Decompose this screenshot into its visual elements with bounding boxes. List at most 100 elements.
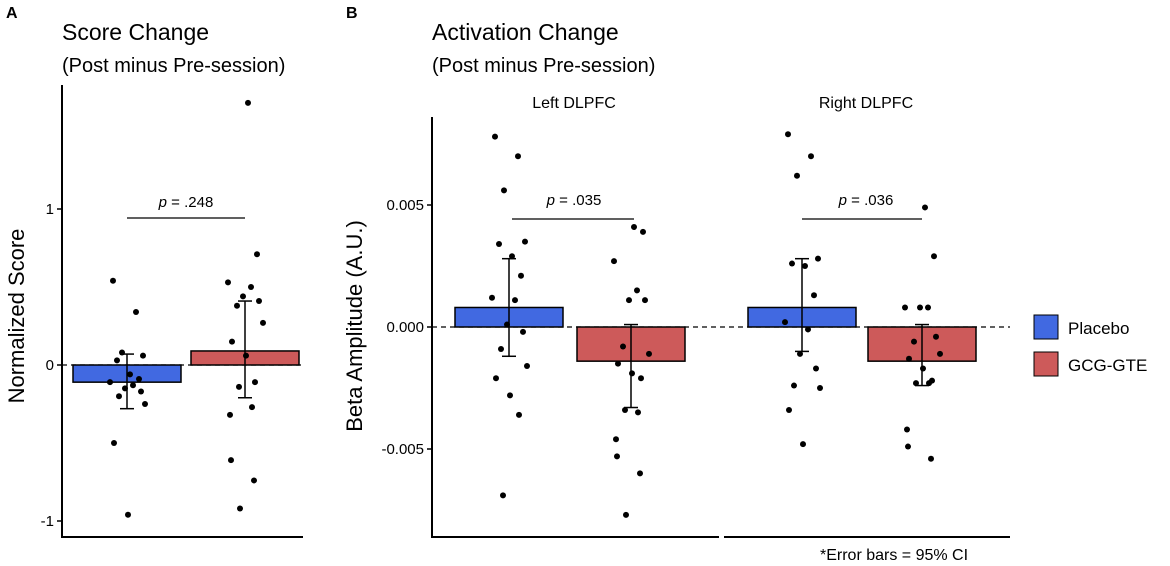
- panel-b-right-data-point: [917, 304, 923, 311]
- panel-b-left-data-point: [615, 360, 621, 367]
- panel-b-right-data-point: [913, 380, 919, 387]
- panel-a-letter: A: [6, 5, 18, 22]
- panel-b-right-data-point: [920, 365, 926, 372]
- panel-a-data-point: [256, 298, 262, 305]
- panel-b-left-data-point: [623, 511, 629, 518]
- panel-b-left-data-point: [509, 253, 515, 260]
- panel-b-right-data-point: [931, 253, 937, 260]
- panel-b-right-data-point: [794, 172, 800, 179]
- panel-a-subtitle: (Post minus Pre-session): [62, 55, 285, 77]
- legend-swatch-placebo: [1033, 314, 1059, 340]
- panel-b-left-data-point: [635, 409, 641, 416]
- panel-a-data-point: [114, 357, 120, 364]
- panel-b-left-data-point: [637, 470, 643, 477]
- panel-b-left-data-point: [614, 453, 620, 460]
- panel-a-p-annotation: p = .248: [158, 194, 214, 211]
- panel-a-data-point: [142, 401, 148, 407]
- panel-b-left-data-point: [489, 294, 495, 301]
- panel-b-left-data-point: [634, 287, 640, 294]
- panel-b-right-data-point: [928, 455, 934, 462]
- error-bar-footnote: *Error bars = 95% CI: [820, 547, 968, 564]
- panel-b-left-data-point: [518, 272, 524, 279]
- panel-b-right-data-point: [785, 131, 791, 138]
- panel-b-left-data-point: [642, 297, 648, 304]
- panel-b-right-data-point: [815, 255, 821, 262]
- panel-a-data-point: [243, 352, 249, 359]
- panel-b-right-data-point: [933, 333, 939, 340]
- legend-label-gcg-gte: GCG-GTE: [1068, 356, 1147, 375]
- panel-b-left-data-point: [492, 133, 498, 140]
- panel-a-data-point: [237, 505, 243, 512]
- panel-a-data-point: [138, 388, 144, 395]
- panel-b-right-data-point: [904, 426, 910, 433]
- panel-b-left-data-point: [626, 297, 632, 304]
- panel-b-left-data-point: [613, 436, 619, 443]
- panel-b-left-data-point: [516, 411, 522, 418]
- panel-b-y-tick-label: 0.000: [386, 319, 424, 336]
- panel-b-left-p-annotation: p = .035: [546, 192, 602, 209]
- panel-a-data-point: [125, 511, 131, 518]
- panel-b-right-data-point: [922, 204, 928, 211]
- panel-a-data-point: [122, 385, 128, 392]
- panel-a-y-tick-label: 1: [46, 201, 54, 218]
- panel-a-data-point: [229, 338, 235, 345]
- panel-b-y-tick-label: -0.005: [381, 441, 424, 458]
- panel-a-data-point: [119, 349, 125, 356]
- legend-swatch-gcg-gte: [1033, 351, 1059, 377]
- panel-a-data-point: [234, 302, 240, 309]
- panel-a-data-point: [140, 352, 146, 359]
- panel-b-left-data-point: [512, 297, 518, 304]
- panel-b-left-data-point: [620, 343, 626, 350]
- panel-b-left-data-point: [498, 345, 504, 352]
- panel-a-data-point: [248, 284, 254, 290]
- panel-b-right-data-point: [805, 326, 811, 333]
- panel-b-left-data-point: [496, 241, 502, 248]
- panel-a-data-point: [251, 477, 257, 484]
- panel-b-letter: B: [346, 5, 358, 22]
- panel-b-left-data-point: [520, 328, 526, 335]
- panel-a-data-point: [260, 319, 266, 326]
- panel-b-left-data-point: [611, 258, 617, 265]
- panel-b-right-data-point: [937, 350, 943, 357]
- panel-a-data-point: [110, 277, 116, 284]
- panel-b-right-data-point: [925, 304, 931, 311]
- panel-a-data-point: [136, 376, 142, 383]
- panel-b-right-data-point: [791, 382, 797, 389]
- panel-b-left-data-point: [524, 363, 530, 370]
- panel-b-right-data-point: [813, 365, 819, 372]
- panel-b-subtitle: (Post minus Pre-session): [432, 55, 655, 77]
- panel-b-right-data-point: [905, 443, 911, 450]
- panel-a-title: Score Change: [62, 19, 209, 45]
- panel-a-data-point: [116, 393, 122, 400]
- panel-a-data-point: [127, 371, 133, 378]
- panel-b-left-data-point: [640, 228, 646, 235]
- panel-b-right-data-point: [789, 260, 795, 267]
- panel-b-left-data-point: [522, 238, 528, 245]
- panel-b-left-data-point: [622, 406, 628, 413]
- panel-b-right-p-annotation: p = .036: [838, 192, 894, 209]
- panel-b-right-data-point: [786, 406, 792, 413]
- panel-b-left-data-point: [515, 153, 521, 160]
- legend: Placebo GCG-GTE: [1033, 314, 1147, 377]
- panel-b-right-data-point: [811, 292, 817, 299]
- panel-a-data-point: [245, 99, 251, 106]
- panel-b-left-data-point: [500, 492, 506, 499]
- panel-a-y-axis-label: Normalized Score: [4, 229, 29, 404]
- panel-b-title: Activation Change: [432, 19, 619, 45]
- panel-b-right-data-point: [906, 355, 912, 362]
- panel-b-left-data-point: [504, 321, 510, 328]
- panel-a-data-point: [249, 404, 255, 411]
- chart-marks: -1 0 1 -0.005 0.000 0.005: [41, 85, 1010, 538]
- panel-b-y-axis-label: Beta Amplitude (A.U.): [342, 220, 367, 432]
- panel-a-data-point: [240, 293, 246, 300]
- legend-label-placebo: Placebo: [1068, 319, 1129, 338]
- facet-right-label: Right DLPFC: [819, 95, 913, 112]
- panel-b-y-tick-label: 0.005: [386, 197, 424, 214]
- facet-left-label: Left DLPFC: [532, 95, 616, 112]
- panel-a-data-point: [130, 382, 136, 389]
- panel-a-data-point: [225, 279, 231, 286]
- panel-a-data-point: [254, 251, 260, 258]
- panel-a-data-point: [228, 457, 234, 464]
- panel-b-right-data-point: [808, 153, 814, 160]
- panel-b-left-data-point: [629, 370, 635, 377]
